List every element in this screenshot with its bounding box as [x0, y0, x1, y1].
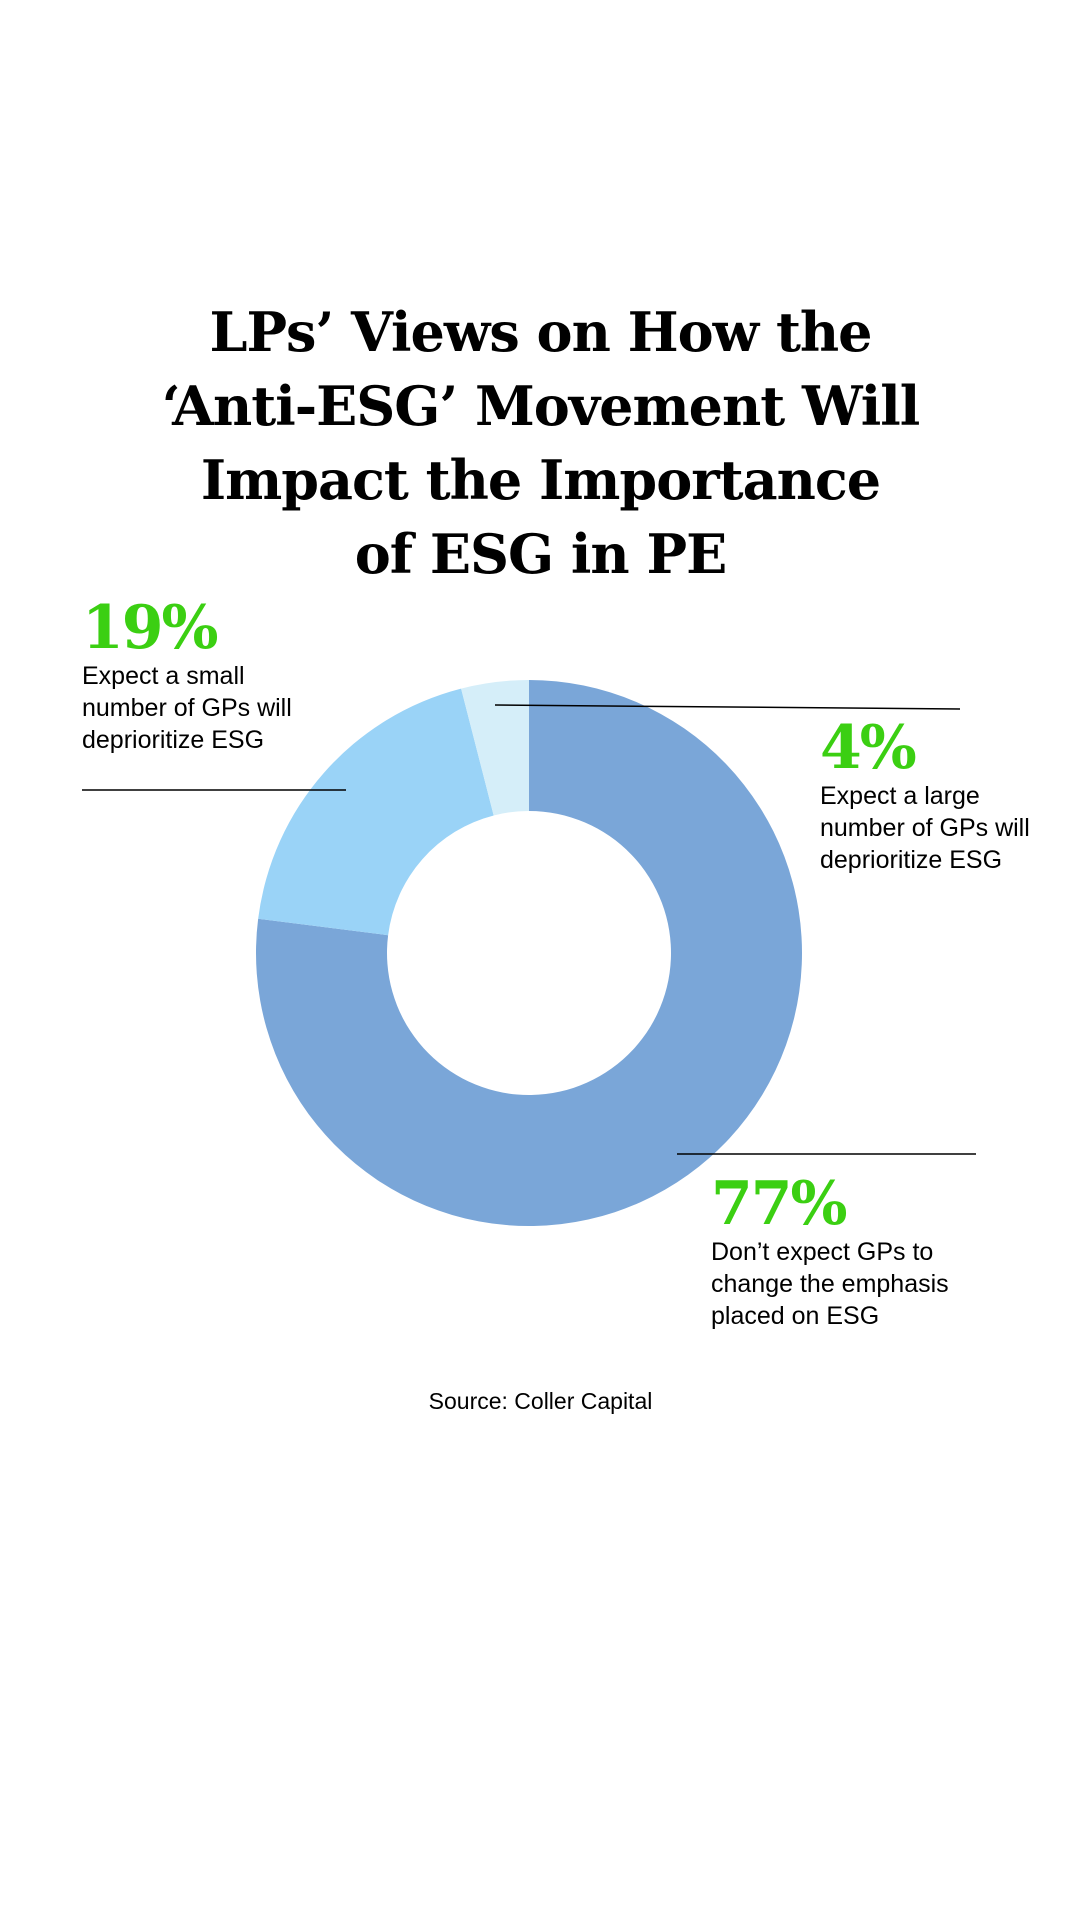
title-line: Impact the Importance — [200, 448, 881, 512]
title-line: ‘Anti-ESG’ Movement Will — [161, 374, 921, 438]
label-4: 4% Expect a large number of GPs will dep… — [820, 716, 1030, 876]
desc-line: Expect a small — [82, 662, 245, 690]
data-label-19: 19% — [82, 593, 219, 663]
desc-line: deprioritize ESG — [82, 726, 265, 754]
desc-line: Don’t expect GPs to — [711, 1238, 934, 1266]
donut-slice-19 — [258, 688, 494, 936]
source-note: Source: Coller Capital — [428, 1388, 653, 1414]
title-line: of ESG in PE — [354, 522, 727, 586]
desc-line: placed on ESG — [711, 1302, 880, 1330]
title-line: LPs’ Views on How the — [209, 300, 872, 364]
donut-slice-4 — [461, 680, 529, 816]
donut-slice-77 — [255, 680, 802, 1226]
data-label-77: 77% — [711, 1169, 848, 1239]
desc-line: Expect a large — [820, 782, 980, 810]
label-19: 19% Expect a small number of GPs will de… — [82, 596, 292, 756]
label-77: 77% Don’t expect GPs to change the empha… — [711, 1172, 949, 1332]
leader-line-4 — [494, 704, 961, 710]
desc-line: number of GPs will — [82, 694, 292, 722]
desc-line: number of GPs will — [820, 814, 1030, 842]
chart-title: LPs’ Views on How the ‘Anti-ESG’ Movemen… — [0, 295, 1081, 591]
desc-line: deprioritize ESG — [820, 846, 1003, 874]
data-label-4: 4% — [820, 713, 917, 783]
desc-line: change the emphasis — [711, 1270, 949, 1298]
